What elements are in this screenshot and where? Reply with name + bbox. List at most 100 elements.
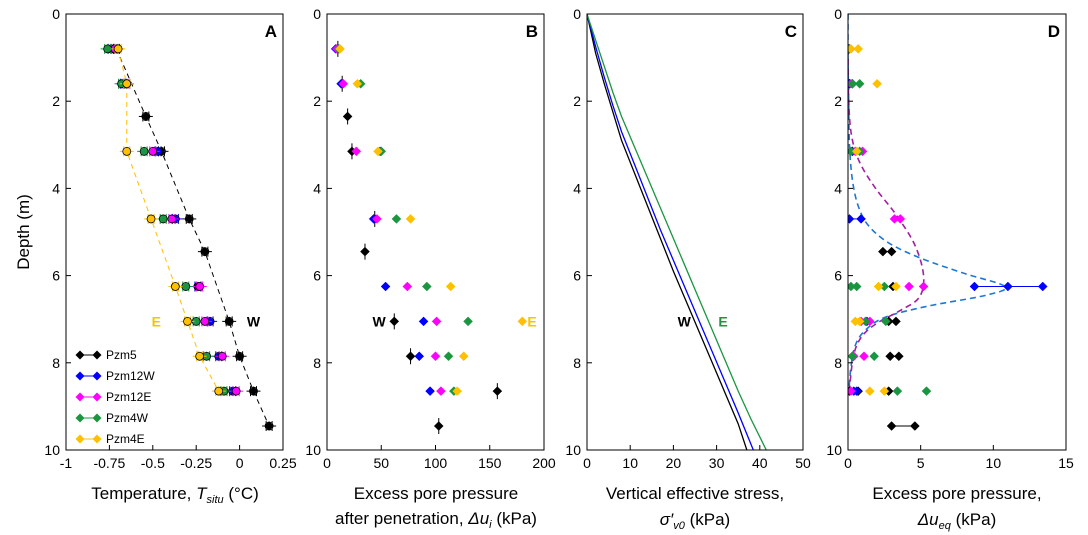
data-ring	[249, 386, 258, 396]
data-point-pzm12w	[1003, 281, 1013, 292]
data-ring	[264, 421, 274, 431]
data-point-pzm4e	[873, 281, 884, 292]
legend-label: Pzm12E	[106, 390, 151, 404]
data-point-pzm4w	[102, 44, 113, 54]
data-point-pzm4e	[335, 44, 345, 54]
data-point-pzm4w	[880, 316, 891, 327]
data-point-pzm12e	[200, 316, 210, 327]
y-tick-labels-a: 0 2 4 6 8 10	[44, 6, 60, 458]
data-point-pzm4e	[121, 146, 132, 157]
annotation-w: W	[372, 313, 386, 329]
y-axis-label: Depth (m)	[14, 194, 33, 270]
x-tick-label: 150	[478, 455, 502, 471]
y-tick-label: 2	[834, 93, 842, 109]
panel-letter-c: C	[785, 22, 797, 41]
y-tick-label: 8	[313, 355, 321, 371]
y-tick-label: 10	[826, 442, 842, 458]
panel-c-frame	[586, 13, 804, 451]
data-point-pzm4e	[146, 214, 156, 224]
data-ring	[158, 214, 168, 224]
x-axis-label-c-line1: Vertical effective stress,	[606, 484, 784, 503]
x-tick-label: 0	[844, 455, 852, 471]
data-ring	[170, 282, 180, 291]
data-point-pzm12e	[402, 281, 413, 292]
data-point-pzm5	[909, 421, 920, 431]
data-point-pzm12e	[372, 214, 382, 224]
annotation-w: W	[247, 313, 261, 329]
panel-letter-a: A	[265, 22, 277, 41]
y-tick-labels-d: 0 2 4 6 8 10	[826, 6, 842, 458]
panel-a: 0 2 4 6 8 10 A Pzm5 Pzm12W Pzm12E Pzm4W Pzm4E Tem…	[44, 6, 296, 506]
data-ring	[122, 146, 132, 156]
y-tick-label: 0	[573, 6, 581, 22]
data-point-pzm5	[342, 111, 353, 122]
panel-b: 0 2 4 6 8 10 B Excess pore pressure after pen…	[305, 6, 555, 531]
y-tick-label: 6	[313, 268, 321, 284]
data-point-pzm12e	[217, 351, 228, 362]
x-tick-label: -0.75	[93, 455, 125, 471]
data-ring	[113, 44, 123, 54]
data-point-pzm5	[405, 351, 416, 362]
data-point-pzm5	[878, 246, 888, 257]
panel-d: 0 2 4 6 8 10 D Excess pore pressure, Δueq (kP…	[826, 6, 1074, 532]
data-point-pzm4w	[180, 281, 191, 292]
data-point-pzm12e	[431, 316, 442, 327]
data-point-pzm4e	[182, 316, 193, 327]
x-tick-label: 10	[622, 455, 638, 471]
data-point-pzm12e	[918, 281, 929, 292]
data-ring	[235, 351, 245, 361]
data-point-pzm5	[248, 386, 259, 396]
annotation-e: E	[718, 313, 727, 329]
data-ring	[139, 146, 149, 156]
data-point-pzm4e	[854, 316, 865, 327]
data-point-pzm4w	[869, 351, 880, 362]
x-tick-label: 15	[1058, 455, 1074, 471]
legend-label: Pzm4W	[106, 411, 149, 425]
data-point-pzm12e	[859, 351, 869, 362]
x-tick-label: 30	[709, 455, 725, 471]
x-tick-label: 5	[917, 455, 925, 471]
y-tick-label: 2	[313, 93, 321, 109]
data-point-pzm4e	[121, 78, 132, 89]
data-point-pzm12e	[436, 386, 446, 396]
data-point-pzm4w	[443, 351, 454, 362]
panel-d-frame	[847, 13, 1067, 451]
x-tick-label: 0.25	[269, 455, 296, 471]
data-point-pzm4e	[352, 78, 363, 89]
fit-curve-purple	[848, 48, 925, 390]
y-tick-label: 8	[834, 355, 842, 371]
panel-c: 0 2 4 6 8 10 C Vertical effective stress, σ′v…	[565, 6, 811, 532]
data-ring	[217, 351, 227, 361]
x-tick-label: 0	[323, 455, 331, 471]
y-tick-label: 8	[573, 355, 581, 371]
data-point-pzm4w	[848, 351, 858, 362]
legend-label: Pzm12W	[106, 369, 155, 383]
data-ring	[195, 282, 205, 291]
y-tick-labels-c: 0 2 4 6 8 10	[565, 6, 581, 458]
panel-b-marks	[330, 40, 528, 435]
x-axis-label-d-line2: Δueq (kPa)	[917, 510, 996, 532]
data-ring	[141, 112, 151, 121]
data-point-pzm4e	[194, 351, 205, 362]
data-point-pzm4e	[405, 214, 416, 224]
data-ring	[224, 316, 234, 326]
data-point-pzm4e	[458, 351, 469, 362]
data-point-pzm5	[894, 351, 904, 362]
data-point-pzm5	[360, 246, 370, 257]
data-point-pzm12e	[194, 281, 205, 292]
y-tick-label: 10	[565, 442, 581, 458]
data-point-pzm4e	[853, 44, 864, 54]
y-tick-label: 6	[834, 268, 842, 284]
x-tick-label: 200	[532, 455, 556, 471]
x-tick-label: 0	[236, 455, 244, 471]
data-point-pzm4e	[213, 386, 224, 396]
data-ring	[122, 79, 132, 89]
data-point-pzm4w	[921, 386, 932, 396]
data-ring	[214, 386, 224, 396]
data-point-pzm5	[886, 246, 897, 257]
data-point-pzm12e	[231, 386, 241, 396]
legend-label: Pzm4E	[106, 432, 145, 446]
y-tick-label: 0	[52, 6, 60, 22]
y-tick-label: 8	[52, 355, 60, 371]
y-tick-label: 10	[44, 442, 60, 458]
